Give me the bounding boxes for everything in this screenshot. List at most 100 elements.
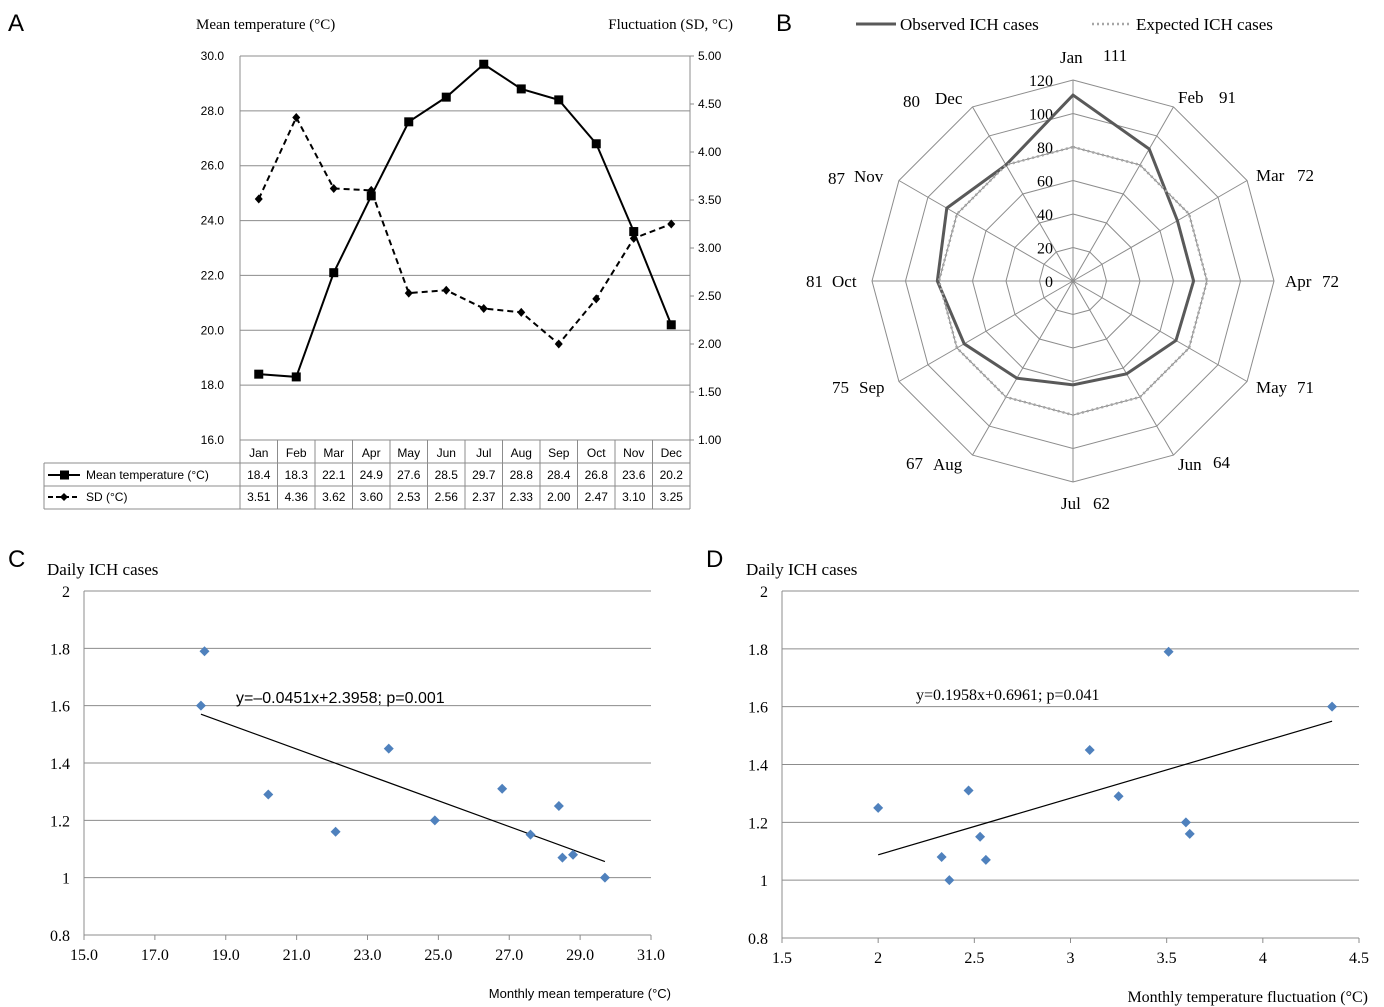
marker-sd [667,219,676,229]
y-tick-label: 1.8 [50,641,70,658]
radar-value-label: 62 [1093,494,1110,513]
radar-value-label: 67 [906,454,924,473]
data-point [199,646,210,657]
radar-spoke [898,180,1074,282]
data-point [497,783,508,794]
y-tick-label: 1.6 [50,699,70,716]
table-value: 2.37 [472,490,496,504]
y-tick-label: 1 [760,873,768,890]
data-point [557,852,568,863]
table-value: 28.5 [435,468,459,482]
data-point [568,849,579,860]
radar-category-label: May [1256,378,1288,397]
radial-tick-label: 0 [1045,274,1053,291]
radial-tick-label: 100 [1029,107,1053,124]
table-value: 24.9 [360,468,384,482]
marker-mean-temperature [329,268,339,278]
radar-value-label: 75 [832,378,849,397]
radar-category-label: Oct [832,272,857,291]
panel-label-b: B [776,10,792,37]
marker-sd [367,185,376,195]
left-tick-label: 16.0 [201,433,225,447]
x-axis-title: Monthly mean temperature (°C) [489,986,671,1001]
radar-value-label: 91 [1219,88,1236,107]
category-label: Feb [286,446,307,460]
radar-value-label: 87 [828,169,846,188]
table-series-name: Mean temperature (°C) [86,468,209,482]
table-value: 29.7 [472,468,496,482]
table-legend-marker [60,493,68,501]
y-tick-label: 2 [62,584,70,601]
radial-tick-label: 40 [1037,207,1053,224]
panel-label-c: C [8,546,25,573]
y-tick-label: 1.2 [748,815,768,832]
table-value: 2.00 [547,490,571,504]
left-tick-label: 28.0 [201,104,225,118]
table-value: 2.53 [397,490,421,504]
table-legend-marker [60,470,69,480]
radar-category-label: Aug [933,455,963,474]
marker-sd [254,194,263,204]
series-line-mean-temperature [258,62,673,378]
category-label: Dec [661,446,682,460]
marker-sd [479,303,488,313]
table-value: 20.2 [660,468,684,482]
marker-mean-temperature [479,59,489,69]
radial-tick-label: 120 [1029,73,1053,90]
table-value: 22.1 [322,468,346,482]
left-tick-label: 24.0 [201,214,225,228]
table-value: 4.36 [285,490,309,504]
table-value: 3.25 [660,490,684,504]
category-label: Aug [511,446,532,460]
y-axis-title: Daily ICH cases [746,560,857,579]
radar-spoke [1072,280,1174,456]
right-tick-label: 3.00 [698,241,722,255]
data-point [1163,646,1174,657]
table-value: 2.33 [510,490,534,504]
radial-tick-label: 80 [1037,140,1053,157]
marker-sd [404,288,413,298]
radar-category-label: Jan [1060,48,1083,67]
marker-mean-temperature [254,369,264,379]
data-point [525,829,536,840]
x-axis-title: Monthly temperature fluctuation (°C) [1127,989,1368,1006]
regression-annotation: y=–0.0451x+2.3958; p=0.001 [236,690,445,707]
y-tick-label: 0.8 [748,931,768,948]
marker-sd [629,233,638,243]
x-tick-label: 15.0 [70,947,98,964]
right-tick-label: 4.00 [698,145,722,159]
data-point [263,789,274,800]
data-point [599,872,610,883]
y-tick-label: 1 [62,871,70,888]
right-axis-title: Fluctuation (SD, °C) [608,17,733,33]
left-tick-label: 26.0 [201,159,225,173]
x-tick-label: 27.0 [495,947,523,964]
radial-tick-label: 20 [1037,241,1053,258]
radar-spoke [972,280,1074,456]
right-tick-label: 3.50 [698,193,722,207]
table-value: 18.3 [285,468,309,482]
radar-value-label: 81 [806,272,823,291]
category-label: Apr [362,446,381,460]
data-point [963,785,974,796]
panel-label-a: A [8,10,24,37]
radial-tick-label: 60 [1037,174,1053,191]
data-point [553,801,564,811]
data-point [195,700,206,711]
x-tick-label: 2 [874,950,882,967]
marker-sd [442,285,451,295]
y-tick-label: 1.6 [748,700,768,717]
x-tick-label: 31.0 [637,947,665,964]
marker-mean-temperature [404,117,414,127]
left-tick-label: 30.0 [201,49,225,63]
right-tick-label: 4.50 [698,97,722,111]
radar-category-label: Mar [1256,166,1285,185]
panel-c-scatter-temperature: 0.8 1 1.2 1.4 1.6 1.8 2 15.0 17.0 19.0 21.0 23.0 25.… [47,560,671,1001]
category-label: Jan [249,446,268,460]
marker-mean-temperature [291,372,301,382]
category-label: Sep [548,446,570,460]
x-tick-label: 21.0 [283,947,311,964]
x-tick-label: 3 [1067,950,1075,967]
